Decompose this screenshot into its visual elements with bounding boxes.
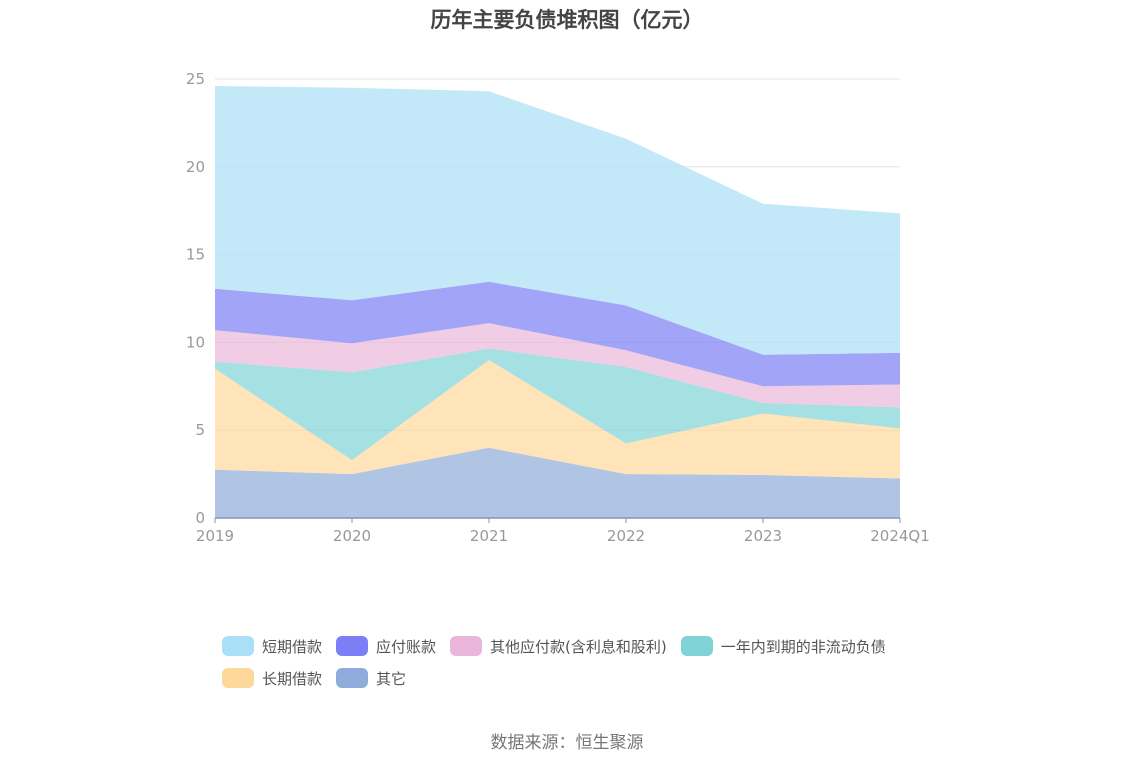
legend: 短期借款 应付账款 其他应付款(含利息和股利) 一年内到期的非流动负债 长期借款… [222, 630, 942, 694]
area-series [215, 360, 900, 479]
area-series [215, 281, 900, 387]
legend-row-1: 短期借款 应付账款 其他应付款(含利息和股利) 一年内到期的非流动负债 [222, 630, 942, 662]
y-tick-label: 5 [195, 421, 205, 439]
y-tick-label: 15 [186, 246, 205, 264]
x-tick-label: 2023 [744, 527, 782, 545]
area-series [215, 86, 900, 355]
data-source-note: 数据来源：恒生聚源 [490, 733, 644, 753]
legend-item-accounts-payable[interactable]: 应付账款 [336, 636, 436, 657]
chart-title: 历年主要负债堆积图（亿元） [430, 8, 704, 32]
legend-label: 一年内到期的非流动负债 [720, 637, 886, 656]
area-series [215, 447, 900, 518]
legend-swatch [450, 636, 483, 656]
legend-label: 长期借款 [262, 669, 323, 688]
legend-swatch [222, 668, 254, 688]
area-series-layer [215, 86, 900, 518]
y-tick-label: 20 [186, 158, 205, 176]
x-tick-label: 2024Q1 [870, 527, 930, 545]
y-tick-label: 0 [195, 509, 205, 527]
area-series [215, 348, 900, 461]
axes: 0 5 10 15 20 25 2019 2020 2021 2022 2023 2024Q1 [186, 70, 930, 545]
area-series [215, 323, 900, 408]
legend-swatch [680, 636, 713, 656]
legend-label: 短期借款 [262, 637, 323, 656]
x-tick-label: 2020 [333, 527, 371, 545]
legend-label: 其他应付款(含利息和股利) [490, 637, 667, 656]
legend-item-short-term-loans[interactable]: 短期借款 [222, 636, 322, 657]
y-tick-label: 25 [186, 70, 205, 88]
legend-item-other[interactable]: 其它 [336, 668, 406, 689]
stacked-area-chart: 0 5 10 15 20 25 2019 2020 2021 2022 2023 2024Q1 [186, 70, 930, 545]
legend-swatch [222, 636, 254, 656]
legend-label: 应付账款 [376, 637, 437, 656]
legend-item-other-payables[interactable]: 其他应付款(含利息和股利) [450, 636, 667, 657]
legend-row-2: 长期借款 其它 [222, 662, 942, 694]
legend-swatch [336, 668, 369, 688]
x-tick-label: 2022 [607, 527, 645, 545]
legend-swatch [336, 636, 369, 656]
legend-label: 其它 [376, 669, 407, 688]
x-tick-label: 2019 [196, 527, 234, 545]
legend-item-current-portion-noncurrent[interactable]: 一年内到期的非流动负债 [680, 636, 886, 657]
legend-item-long-term-loans[interactable]: 长期借款 [222, 668, 322, 689]
x-tick-label: 2021 [470, 527, 508, 545]
y-tick-label: 10 [186, 333, 205, 351]
